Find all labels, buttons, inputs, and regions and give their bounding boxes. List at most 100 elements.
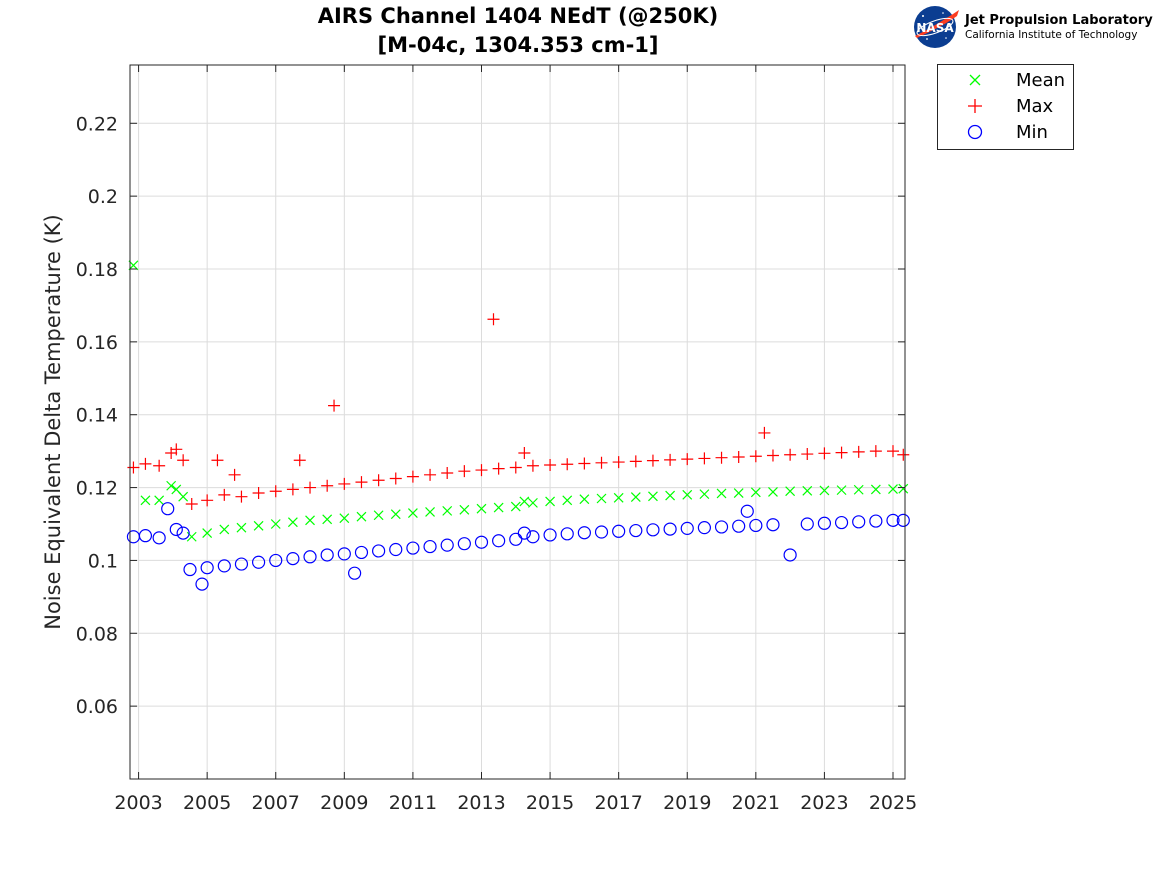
mean-point [545,496,556,507]
mean-point [682,489,693,500]
x-tick-label: 2017 [594,792,642,814]
max-point [153,459,166,472]
max-point [228,468,241,481]
min-point [629,523,643,538]
plot-area-frame [129,64,906,780]
mean-point [802,485,813,496]
mean-point [166,480,177,491]
mean-point [785,486,796,497]
mean-point [339,513,350,524]
max-point [897,448,910,461]
mean-point [236,522,247,533]
min-point [594,525,609,539]
mean-point [425,507,435,517]
min-point [183,562,197,577]
max-point [458,465,471,478]
max-point [139,457,152,470]
mean-point [476,503,487,514]
max-point [681,453,694,466]
mean-point [768,487,778,497]
max-point [389,472,402,485]
max-point [321,479,334,492]
mean-point [630,492,641,502]
x-tick-label: 2015 [526,792,574,814]
mean-point [665,490,676,501]
min-point [474,535,489,549]
min-point [852,515,866,529]
min-point [303,550,317,564]
legend-label-max: Max [1016,96,1054,117]
x-tick-label: 2021 [732,792,780,814]
min-point [896,513,910,527]
legend-item-min: Min [938,119,1073,145]
min-point [176,526,190,540]
mean-point [699,489,710,500]
mean-point [219,524,230,535]
mean-point [519,496,530,507]
legend: Mean Max Min [937,64,1074,150]
y-tick-label: 0.14 [76,405,118,427]
max-point [170,443,183,456]
max-point [749,450,762,463]
jpl-name: Jet Propulsion Laboratory [965,13,1153,28]
legend-item-mean: Mean [938,67,1073,93]
series-min [126,502,910,591]
max-point [441,467,454,479]
mean-point [356,511,367,522]
max-point [758,426,771,439]
max-point [185,497,198,510]
min-point [161,502,175,516]
max-point [595,456,608,469]
tick-layer: 2003 2005 2007 2009 2011 2013 2015 2017 2019 2021… [76,65,917,814]
mean-point [596,493,607,504]
min-point [251,555,266,569]
mean-point [870,484,881,495]
min-point [389,542,403,557]
series-max [127,313,910,510]
mean-point [853,484,864,495]
legend-label-mean: Mean [1016,70,1066,91]
nasa-logo-text: NASA [916,21,954,35]
x-tick-label: 2013 [457,792,505,814]
max-point [715,451,728,464]
mean-point [373,510,384,521]
mean-point [407,508,418,518]
max-point [235,490,248,503]
x-tick-label: 2005 [183,792,231,814]
y-tick-label: 0.2 [88,186,118,208]
min-point [680,521,694,535]
min-point [783,548,797,562]
max-point [664,453,677,466]
min-point [337,547,351,561]
min-point [732,519,746,533]
legend-label-min: Min [1016,122,1048,143]
min-point [126,530,141,544]
max-point [886,445,899,458]
y-tick-label: 0.06 [76,696,118,718]
mean-point [140,495,151,506]
mean-point [898,483,909,494]
min-point [269,553,283,568]
y-tick-label: 0.12 [76,478,118,500]
max-point [578,457,591,470]
max-point [286,483,299,496]
mean-point [613,492,624,503]
min-point [869,514,883,528]
max-point [852,445,865,458]
max-point [211,454,224,467]
x-tick-label: 2019 [663,792,711,814]
mean-point [253,520,264,531]
y-tick-label: 0.22 [76,113,118,135]
min-point [348,566,362,580]
jpl-institute: California Institute of Technology [965,29,1138,41]
min-point [697,521,711,535]
max-point [475,464,488,477]
mean-point [562,495,573,506]
min-point [217,559,231,573]
x-tick-label: 2007 [252,792,300,814]
max-point [869,445,882,458]
min-point [766,518,780,532]
max-point [509,461,522,474]
max-point [218,488,231,501]
